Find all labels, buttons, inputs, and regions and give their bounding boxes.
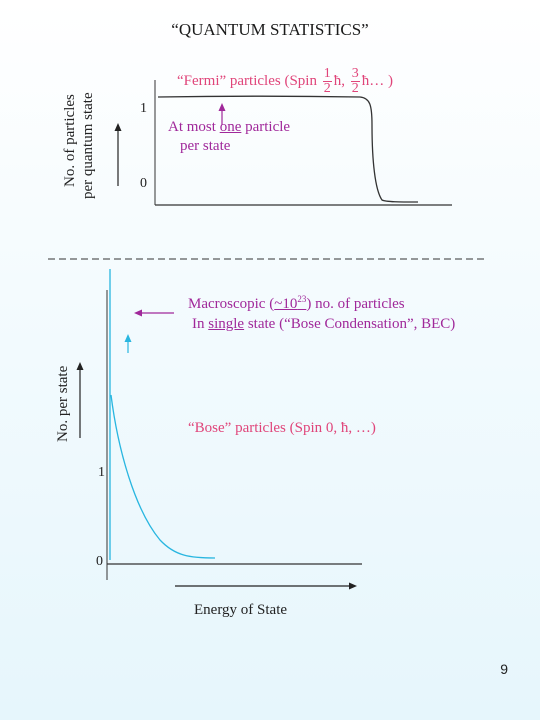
macro-prefix: Macroscopic ( xyxy=(188,296,275,312)
fermi-note-suffix: particle xyxy=(245,119,291,135)
fermi-label-suffix: ħ… ) xyxy=(361,73,393,89)
macro-exponent: 23 xyxy=(297,294,307,304)
macro-approx: ~1023 xyxy=(274,294,307,312)
page-number: 9 xyxy=(500,661,508,677)
fermi-ylabel-arrowhead xyxy=(114,123,122,131)
bose-distribution-curve xyxy=(110,394,216,559)
fermi-frac1-den: 2 xyxy=(323,81,331,97)
fermi-note-line1: At most one particle xyxy=(168,119,290,136)
macro-approx-base: ~10 xyxy=(274,296,298,312)
fermi-label-prefix: “Fermi” particles (Spin xyxy=(177,73,317,89)
fermi-tick-zero: 0 xyxy=(140,176,147,191)
fermi-note-prefix: At most xyxy=(168,119,216,135)
bose-macroscopic-label: Macroscopic (~1023) no. of particles xyxy=(188,294,405,313)
fermi-note-emphasis: one xyxy=(219,119,242,135)
fermi-frac2-num: 3 xyxy=(350,66,360,83)
bose-ylabel: No. per state xyxy=(55,365,71,442)
fermi-ylabel-line1: No. of particles xyxy=(62,94,78,187)
fermi-particles-label: “Fermi” particles (Spin 1 2 ħ, 3 2 ħ… ) xyxy=(177,66,393,96)
bose-xlabel: Energy of State xyxy=(194,602,288,618)
bose-spike-arrowhead xyxy=(124,334,132,342)
fermi-ylabel-line2: per quantum state xyxy=(80,92,96,199)
energy-arrowhead xyxy=(349,582,357,590)
bose-ylabel-arrowhead xyxy=(76,362,84,370)
single-emphasis: single xyxy=(208,316,245,332)
fermi-frac2-den: 2 xyxy=(351,81,359,97)
single-prefix: In xyxy=(192,316,205,332)
macro-suffix: ) no. of particles xyxy=(306,296,405,312)
bose-particles-label: “Bose” particles (Spin 0, ħ, …) xyxy=(188,420,376,436)
bose-tick-zero: 0 xyxy=(96,554,103,569)
fermi-hbar1: ħ, xyxy=(333,73,345,89)
fermi-tick-one: 1 xyxy=(140,101,147,116)
fermi-note-line2: per state xyxy=(180,138,231,154)
fermi-frac1-num: 1 xyxy=(322,66,332,83)
fermi-note-arrowhead xyxy=(218,103,226,111)
page-title: “QUANTUM STATISTICS” xyxy=(171,20,369,39)
bose-tick-one: 1 xyxy=(98,465,105,480)
bose-single-state-label: In single state (“Bose Condensation”, BE… xyxy=(192,316,455,333)
single-suffix: state (“Bose Condensation”, BEC) xyxy=(247,316,456,332)
macro-arrowhead xyxy=(134,309,142,317)
fermi-distribution-curve xyxy=(157,95,419,203)
